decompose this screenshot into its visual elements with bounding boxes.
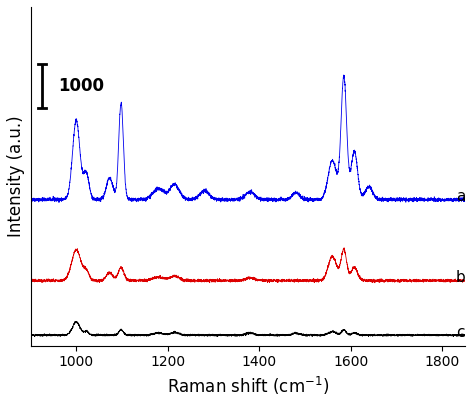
Y-axis label: Intensity (a.u.): Intensity (a.u.) (7, 116, 25, 237)
X-axis label: Raman shift (cm$^{-1}$): Raman shift (cm$^{-1}$) (167, 375, 329, 397)
Text: c: c (456, 325, 465, 340)
Text: a: a (456, 189, 465, 204)
Text: 1000: 1000 (58, 77, 104, 95)
Text: b: b (456, 270, 465, 285)
